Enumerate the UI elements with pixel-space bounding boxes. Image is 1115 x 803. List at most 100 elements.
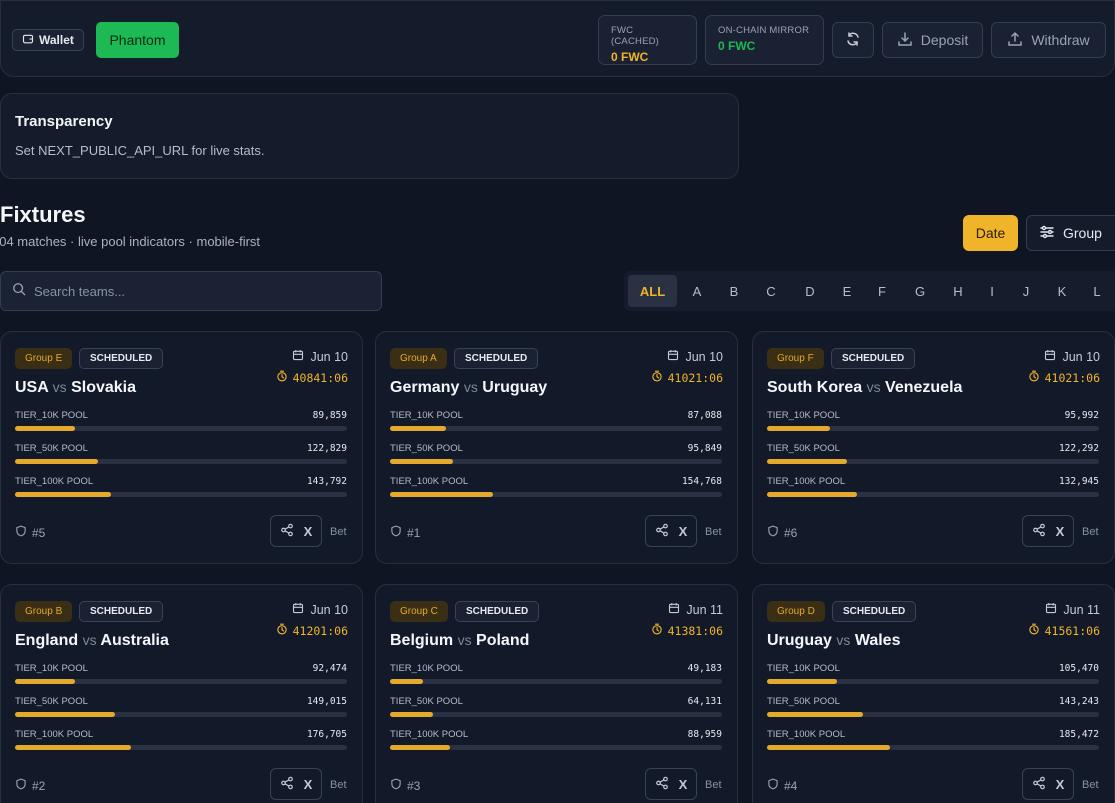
bet-link[interactable]: Bet — [705, 526, 722, 538]
filter-e[interactable]: E — [842, 283, 852, 299]
share-x-button[interactable]: X — [645, 515, 697, 547]
pool-tier-100k: TIER_100K POOL 185,472 — [767, 729, 1099, 750]
deposit-button[interactable]: Deposit — [882, 22, 983, 58]
fixtures-title: Fixtures — [0, 202, 86, 227]
filter-d[interactable]: D — [805, 283, 815, 299]
pool-label: TIER_100K POOL — [15, 476, 94, 487]
transparency-panel: Transparency Set NEXT_PUBLIC_API_URL for… — [0, 93, 739, 179]
filter-c[interactable]: C — [766, 283, 776, 299]
pool-label: TIER_100K POOL — [767, 729, 846, 740]
calendar-icon — [292, 349, 304, 364]
match-title: Belgium vs Poland — [390, 632, 529, 650]
status-badge: SCHEDULED — [831, 348, 916, 369]
filter-k[interactable]: K — [1057, 283, 1067, 299]
share-icon — [280, 776, 294, 793]
search-box — [0, 271, 382, 311]
top-bar: Wallet Phantom FWC (CACHED) 0 FWC ON-CHA… — [0, 0, 1115, 77]
pool-label: TIER_10K POOL — [15, 410, 88, 421]
share-x-button[interactable]: X — [1022, 515, 1074, 547]
onchain-mirror-value: 0 FWC — [718, 39, 756, 53]
match-card[interactable]: Group A SCHEDULED Jun 10 41021:06 German… — [375, 331, 738, 564]
bet-link[interactable]: Bet — [330, 526, 347, 538]
deposit-label: Deposit — [920, 32, 969, 48]
vs-label: vs — [836, 632, 851, 648]
shield-icon — [767, 778, 779, 793]
stopwatch-icon — [1028, 623, 1040, 638]
bet-link[interactable]: Bet — [705, 779, 722, 791]
filter-a[interactable]: A — [692, 283, 702, 299]
share-x-button[interactable]: X — [645, 768, 697, 800]
home-team: Uruguay — [767, 632, 832, 649]
bet-link[interactable]: Bet — [1082, 526, 1099, 538]
match-card[interactable]: Group F SCHEDULED Jun 10 41021:06 South … — [752, 331, 1115, 564]
match-timer: 41021:06 — [651, 370, 723, 385]
pool-value: 89,859 — [312, 410, 347, 421]
rank-text: #5 — [32, 525, 46, 540]
date-text: Jun 11 — [1063, 602, 1100, 617]
pool-fill — [767, 679, 837, 684]
share-x-button[interactable]: X — [270, 768, 322, 800]
transparency-title: Transparency — [15, 113, 113, 130]
search-input[interactable] — [34, 283, 354, 299]
pool-fill — [767, 712, 864, 717]
pool-tier-50k: TIER_50K POOL 122,829 — [15, 443, 347, 464]
share-icon — [1032, 523, 1046, 540]
filter-h[interactable]: H — [953, 283, 963, 299]
refresh-button[interactable] — [832, 22, 874, 58]
x-label: X — [303, 523, 313, 539]
filter-f[interactable]: F — [878, 283, 886, 299]
status-badge: SCHEDULED — [454, 348, 539, 369]
match-card[interactable]: Group C SCHEDULED Jun 11 41381:06 Belgiu… — [375, 584, 738, 803]
share-icon — [280, 523, 294, 540]
away-team: Slovakia — [71, 379, 137, 396]
share-x-button[interactable]: X — [1022, 768, 1074, 800]
vs-label: vs — [463, 379, 478, 395]
timer-text: 41021:06 — [1044, 370, 1100, 385]
pool-label: TIER_100K POOL — [390, 476, 469, 487]
fixtures-subtitle: 104 matches · live pool indicators · mob… — [0, 234, 261, 249]
pool-value: 143,243 — [1058, 696, 1099, 707]
bet-link[interactable]: Bet — [1082, 779, 1099, 791]
pool-track — [15, 712, 347, 717]
pool-label: TIER_50K POOL — [767, 443, 840, 454]
pool-fill — [767, 745, 890, 750]
phantom-button[interactable]: Phantom — [96, 22, 179, 58]
match-card[interactable]: Group E SCHEDULED Jun 10 40841:06 USA vs… — [0, 331, 363, 564]
fwc-cached-label: FWC (CACHED) — [611, 25, 660, 47]
fwc-cached-box: FWC (CACHED) 0 FWC — [598, 15, 697, 65]
filter-b[interactable]: B — [729, 283, 739, 299]
filter-l[interactable]: L — [1093, 283, 1101, 299]
pool-value: 154,768 — [681, 476, 722, 487]
share-x-button[interactable]: X — [270, 515, 322, 547]
pool-tier-10k: TIER_10K POOL 87,088 — [390, 410, 722, 431]
x-label: X — [1055, 523, 1065, 539]
wallet-chip[interactable]: Wallet — [12, 29, 84, 51]
filter-all[interactable]: ALL — [628, 275, 677, 307]
date-text: Jun 10 — [310, 349, 348, 364]
vs-label: vs — [82, 632, 97, 648]
match-card[interactable]: Group D SCHEDULED Jun 11 41561:06 Urugua… — [752, 584, 1115, 803]
match-timer: 40841:06 — [276, 370, 348, 385]
group-badge: Group B — [15, 601, 73, 622]
shield-icon — [767, 525, 779, 540]
withdraw-button[interactable]: Withdraw — [991, 22, 1106, 58]
filter-i[interactable]: I — [990, 283, 994, 299]
pool-track — [767, 745, 1099, 750]
bet-link[interactable]: Bet — [330, 779, 347, 791]
shield-icon — [390, 778, 402, 793]
away-team: Australia — [100, 632, 169, 649]
pool-track — [390, 459, 722, 464]
pool-label: TIER_100K POOL — [390, 729, 469, 740]
date-text: Jun 10 — [685, 349, 723, 364]
filter-g[interactable]: G — [914, 283, 926, 299]
rank-text: #4 — [784, 778, 798, 793]
match-card[interactable]: Group B SCHEDULED Jun 10 41201:06 Englan… — [0, 584, 363, 803]
pool-value: 122,829 — [306, 443, 347, 454]
home-team: Germany — [390, 379, 460, 396]
match-date: Jun 10 — [667, 349, 723, 364]
shield-icon — [15, 525, 27, 540]
sort-date-button[interactable]: Date — [963, 215, 1018, 251]
calendar-icon — [1045, 602, 1057, 617]
filter-j[interactable]: J — [1022, 283, 1030, 299]
sort-group-button[interactable]: Group — [1026, 215, 1115, 251]
